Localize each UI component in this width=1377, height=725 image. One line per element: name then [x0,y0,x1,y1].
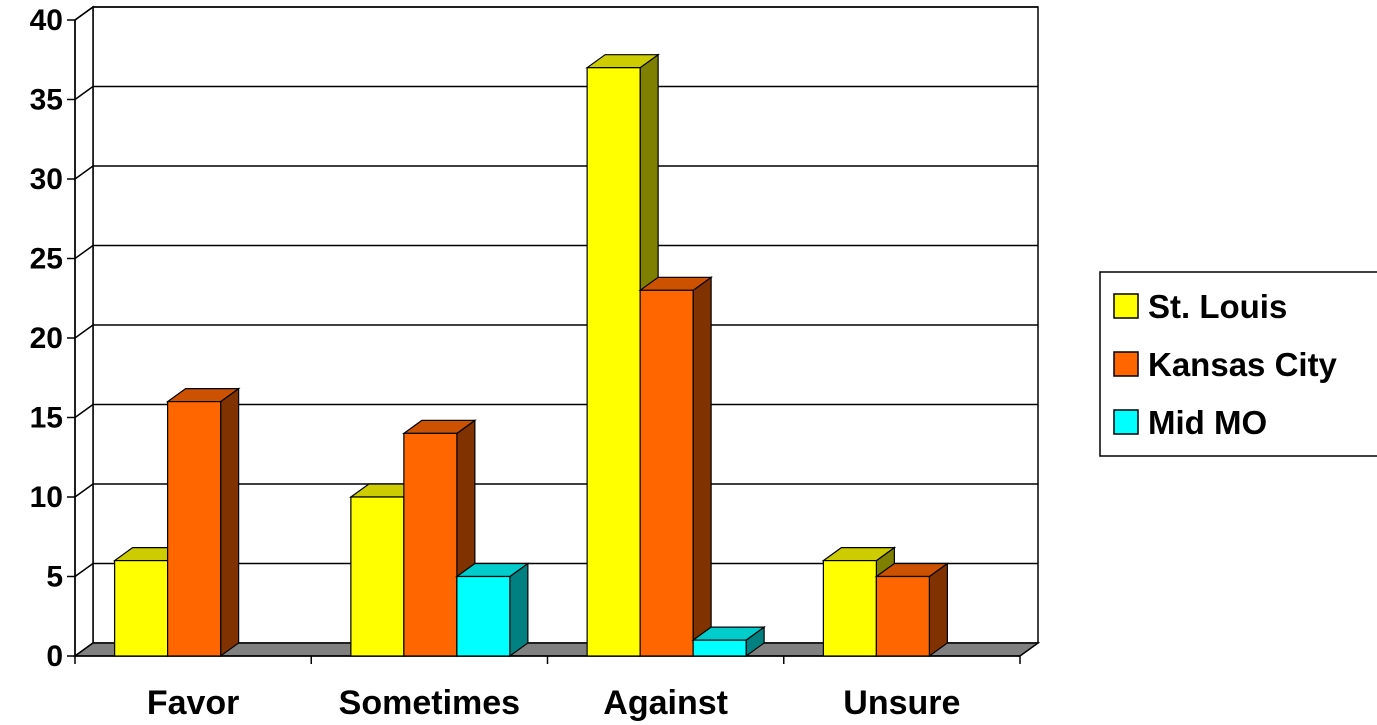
bar-front [350,496,405,657]
y-tick-label: 15 [30,402,63,435]
gridline-side [74,244,94,260]
bar-mid-mo-against [691,625,766,658]
gridline-side [74,562,94,578]
bar-mid-mo-sometimes [455,562,530,658]
y-tick-label: 30 [30,163,63,196]
gridlines [74,6,1038,578]
bar-st-louis-against [585,53,660,658]
y-tick-labels: 0 5 10 15 20 25 30 35 40 [30,4,63,673]
bar-kansas-city-favor [165,387,241,658]
bar-front [692,639,747,657]
gridline-side [74,403,94,419]
y-tick-label: 5 [46,561,63,594]
gridline-side [74,165,94,180]
bar-front [639,289,694,657]
bar-kansas-city-against [638,276,713,658]
gridline-side [74,324,94,339]
legend: St. Louis Kansas City Mid MO [1099,271,1377,457]
bar-side [928,562,948,658]
y-tick-label: 25 [30,243,63,276]
bar-side [692,276,712,658]
gridline-side [74,6,94,21]
bar-kansas-city-unsure [874,562,950,658]
x-tick-label: Unsure [843,684,960,722]
y-tick-label: 0 [46,640,63,673]
legend-box [1099,271,1377,457]
bar-side [220,387,240,658]
y-tick-label: 40 [30,4,63,37]
bar-front [167,401,222,657]
y-tick-label: 35 [30,84,63,117]
gridline-side [74,85,94,101]
bar-front [586,67,641,657]
bar-side [509,562,529,658]
legend-swatch-mid-mo [1113,409,1139,435]
x-tick-labels: Favor Sometimes Against Unsure [147,684,961,722]
x-tick-label: Favor [147,684,240,722]
bars [112,53,950,658]
bar-front [403,432,458,657]
x-tick-label: Sometimes [339,684,520,722]
bar-front [875,575,930,657]
bar-front [822,559,877,657]
legend-label-mid-mo: Mid MO [1148,404,1267,441]
legend-swatch-kansas-city [1113,351,1139,377]
y-tick-label: 10 [30,481,63,514]
legend-swatch-st-louis [1113,293,1139,319]
bar-front [456,575,511,657]
gridline-side [74,483,94,498]
legend-label-st-louis: St. Louis [1148,288,1287,325]
y-tick-label: 20 [30,322,63,355]
legend-label-kansas-city: Kansas City [1148,346,1338,383]
bar-front [114,559,169,657]
x-tick-label: Against [603,684,728,722]
